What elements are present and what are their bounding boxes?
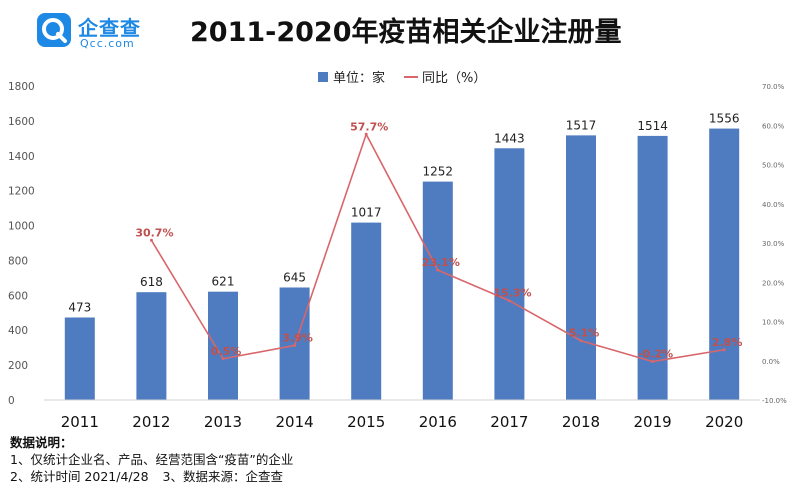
bar-value-label: 621 (212, 275, 235, 289)
left-tick-label: 1800 (8, 81, 35, 93)
yoy-point (436, 268, 440, 272)
bar-value-label: 1252 (423, 165, 454, 179)
right-tick-label: 0.0% (762, 358, 780, 366)
bar-value-label: 1514 (637, 119, 668, 133)
yoy-point (722, 348, 726, 352)
left-tick-label: 1200 (8, 186, 35, 198)
bar (136, 292, 167, 400)
left-tick-label: 400 (8, 325, 28, 337)
bar (709, 128, 740, 400)
left-tick-label: 600 (8, 290, 28, 302)
bar (208, 291, 238, 400)
x-tick-label: 2018 (562, 413, 600, 431)
x-tick-label: 2013 (204, 413, 242, 431)
left-tick-label: 0 (8, 395, 15, 407)
x-tick-label: 2014 (276, 413, 314, 431)
right-tick-label: 30.0% (762, 240, 785, 248)
yoy-point (507, 299, 511, 303)
chart-canvas: 单位：家 同比（%） 0 200 400 600 800 1000 1200 1400 1600 1… (8, 70, 787, 431)
legend-bar-swatch (318, 72, 328, 82)
notes-source: 3、数据来源：企查查 (162, 469, 283, 484)
yoy-point (149, 238, 153, 242)
right-tick-label: 10.0% (762, 319, 785, 327)
x-axis: 2011 2012 2013 2014 2015 2016 2017 2018 2019 2020 (44, 399, 760, 431)
chart-title: 2011-2020年疫苗相关企业注册量 (190, 17, 622, 48)
right-tick-label: 60.0% (762, 122, 785, 130)
yoy-point (651, 360, 655, 364)
left-tick-label: 1400 (8, 151, 35, 163)
yoy-value-label: 23.1% (422, 256, 460, 269)
left-tick-label: 1000 (8, 221, 35, 233)
notes-line-1: 1、仅统计企业名、产品、经营范围含“疫苗”的企业 (10, 452, 294, 467)
left-tick-label: 800 (8, 255, 28, 267)
notes-line-2: 2、统计时间 2021/4/28 3、数据来源：企查查 (10, 468, 293, 485)
x-tick-label: 2017 (490, 413, 528, 431)
notes-heading: 数据说明： (10, 435, 73, 450)
x-tick-label: 2016 (419, 413, 457, 431)
qcc-logo: 企查查 Qcc.com (36, 8, 148, 52)
bar (566, 135, 596, 400)
x-tick-label: 2020 (705, 413, 743, 431)
right-tick-label: 50.0% (762, 162, 785, 170)
left-tick-label: 200 (8, 360, 28, 372)
logo-domain: Qcc.com (80, 37, 135, 50)
yoy-value-label: 0.5% (211, 345, 242, 358)
bar-value-label: 645 (283, 270, 306, 284)
bar (637, 135, 668, 400)
yoy-point (293, 343, 297, 347)
bar (494, 148, 525, 400)
bar-value-label: 473 (68, 300, 91, 314)
bar (422, 181, 453, 400)
qcc-logo-icon (37, 13, 71, 47)
x-tick-label: 2011 (61, 413, 99, 431)
bar-value-label: 618 (140, 275, 163, 289)
right-tick-label: 20.0% (762, 279, 785, 287)
right-y-axis: -10.0% 0.0% 10.0% 20.0% 30.0% 40.0% 50.0% 60.0%… (762, 83, 787, 405)
bar-value-label: 1443 (494, 131, 525, 145)
bar-value-label: 1556 (709, 112, 740, 126)
yoy-value-label: -0.2% (638, 348, 673, 361)
yoy-point (579, 339, 583, 343)
legend-line-label: 同比（%） (422, 71, 486, 86)
yoy-value-label: 15.3% (493, 287, 531, 300)
notes-time: 2、统计时间 2021/4/28 (10, 469, 149, 484)
line-series: 30.7% 0.5% 3.9% 57.7% 23.1% 15.3% 5.1% -0.2% 2.8… (135, 120, 743, 364)
x-tick-label: 2012 (132, 413, 170, 431)
right-tick-label: 40.0% (762, 201, 785, 209)
right-tick-label: -10.0% (762, 397, 787, 405)
legend-bar-label: 单位：家 (333, 70, 385, 86)
yoy-value-label: 5.1% (569, 327, 600, 340)
left-tick-label: 1600 (8, 116, 35, 128)
data-notes: 数据说明： 1、仅统计企业名、产品、经营范围含“疫苗”的企业 2、统计时间 20… (10, 434, 293, 485)
right-tick-label: 70.0% (762, 83, 785, 91)
x-tick-label: 2015 (347, 413, 385, 431)
bar (351, 222, 382, 400)
yoy-value-label: 3.9% (282, 331, 313, 344)
yoy-value-label: 57.7% (350, 120, 388, 133)
yoy-value-label: 30.7% (135, 226, 173, 239)
bar-series: 473 618 621 645 1017 1252 1443 1517 1514 1556 (64, 112, 740, 400)
bar-value-label: 1517 (566, 118, 597, 132)
x-tick-label: 2019 (634, 413, 672, 431)
yoy-point (221, 357, 225, 361)
left-y-axis: 0 200 400 600 800 1000 1200 1400 1600 1800 (8, 81, 35, 407)
chart-legend: 单位：家 同比（%） (318, 70, 486, 86)
yoy-value-label: 2.8% (712, 336, 743, 349)
logo-text: 企查查 (78, 16, 141, 40)
bar (64, 317, 95, 400)
bar-value-label: 1017 (351, 206, 382, 220)
yoy-point (364, 132, 368, 136)
